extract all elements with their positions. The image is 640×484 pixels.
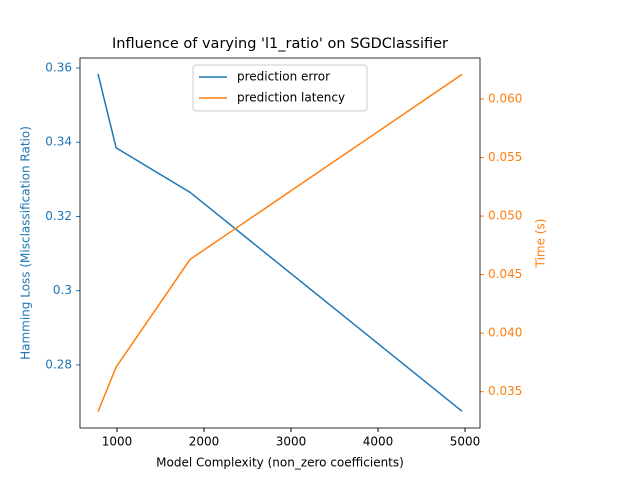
y2-tick-label: 0.060 xyxy=(488,91,522,105)
y2-tick-label: 0.050 xyxy=(488,209,522,223)
legend-label: prediction latency xyxy=(237,91,345,105)
y2-tick-label: 0.055 xyxy=(488,150,522,164)
y-tick-label: 0.32 xyxy=(45,209,72,223)
chart-title: Influence of varying 'l1_ratio' on SGDCl… xyxy=(112,36,448,52)
x-tick-label: 4000 xyxy=(363,435,394,449)
y-tick-label: 0.36 xyxy=(45,61,72,75)
series-line xyxy=(97,73,463,412)
y2-tick-label: 0.045 xyxy=(488,267,522,281)
legend-label: prediction error xyxy=(237,70,330,84)
x-tick-label: 1000 xyxy=(102,435,133,449)
y2-tick-label: 0.035 xyxy=(488,384,522,398)
x-axis-label: Model Complexity (non_zero coefficients) xyxy=(156,456,404,470)
series-line xyxy=(97,73,463,412)
y2-axis-label: Time (s) xyxy=(534,219,548,269)
y-axis-label: Hamming Loss (Misclassification Ratio) xyxy=(19,126,33,360)
x-tick-label: 2000 xyxy=(189,435,220,449)
y-tick-label: 0.3 xyxy=(53,283,72,297)
y-tick-label: 0.28 xyxy=(45,357,72,371)
y-tick-label: 0.34 xyxy=(45,135,72,149)
y2-tick-label: 0.040 xyxy=(488,326,522,340)
legend: prediction error prediction latency xyxy=(192,64,368,112)
x-tick-label: 5000 xyxy=(450,435,481,449)
x-tick-label: 3000 xyxy=(276,435,307,449)
legend-frame xyxy=(192,64,368,112)
plot-frame xyxy=(79,57,481,429)
